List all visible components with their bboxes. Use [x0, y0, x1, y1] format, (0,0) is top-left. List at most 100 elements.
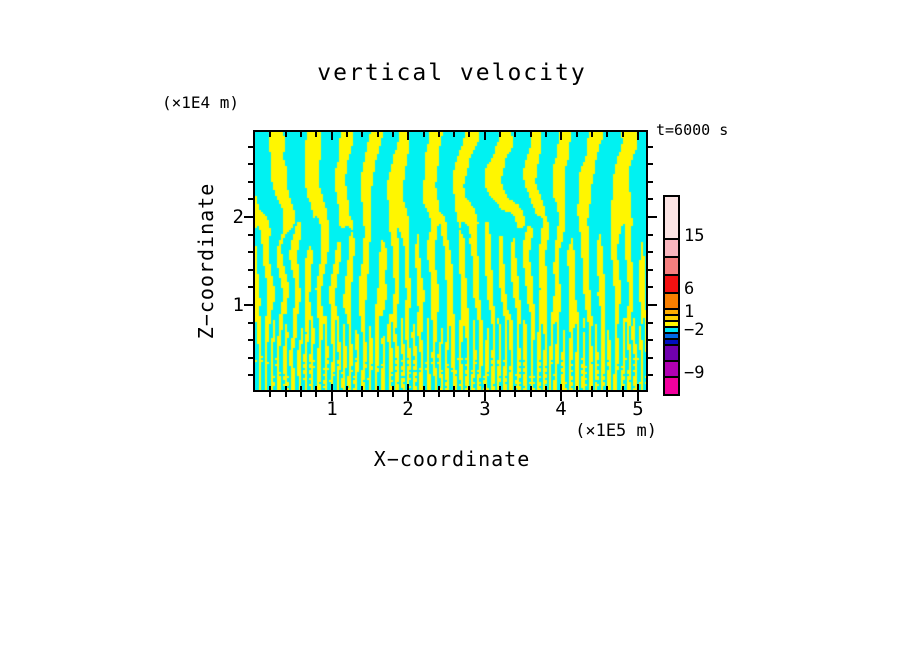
- axis-tick: [377, 132, 379, 137]
- axis-tick: [560, 132, 562, 140]
- axis-tick: [468, 392, 470, 397]
- axis-tick: [530, 392, 532, 397]
- x-axis-title: X−coordinate: [373, 447, 531, 471]
- axis-tick: [514, 386, 516, 390]
- axis-tick: [423, 386, 425, 390]
- axis-tick: [438, 386, 440, 390]
- axis-tick: [648, 216, 657, 218]
- axis-tick: [285, 386, 287, 390]
- axis-tick: [545, 132, 547, 137]
- x-tick-label: 2: [402, 398, 414, 420]
- axis-tick: [648, 339, 653, 341]
- axis-tick: [248, 198, 253, 200]
- colorbar-segment: [665, 326, 678, 332]
- colorbar-tick-label: 15: [684, 226, 705, 246]
- axis-tick: [591, 386, 593, 390]
- colorbar-segment: [665, 344, 678, 360]
- colorbar-segment: [665, 197, 678, 238]
- velocity-field-canvas: [255, 132, 646, 390]
- axis-tick: [346, 386, 348, 390]
- axis-tick: [648, 269, 653, 271]
- axis-tick: [248, 339, 253, 341]
- axis-tick: [407, 392, 409, 401]
- axis-tick: [648, 286, 653, 288]
- axis-tick: [453, 386, 455, 390]
- axis-tick: [576, 132, 578, 137]
- axis-tick: [244, 216, 253, 218]
- colorbar-tick-label: −9: [684, 363, 705, 383]
- axis-tick: [331, 132, 333, 140]
- axis-tick: [407, 132, 409, 140]
- axis-tick: [438, 132, 440, 137]
- axis-tick: [648, 181, 653, 183]
- axis-tick: [269, 132, 271, 137]
- axis-tick: [269, 386, 271, 390]
- axis-tick: [648, 357, 653, 359]
- x-tick-label: 1: [326, 398, 338, 420]
- colorbar-segment: [665, 256, 678, 274]
- axis-tick: [637, 132, 639, 140]
- axis-tick: [606, 132, 608, 137]
- axis-tick: [248, 146, 253, 148]
- colorbar-segment: [665, 320, 678, 326]
- axis-tick: [648, 163, 653, 165]
- axis-tick: [453, 132, 455, 137]
- axis-tick: [285, 132, 287, 137]
- axis-tick: [591, 132, 593, 137]
- axis-tick: [248, 163, 253, 165]
- plot-title: vertical velocity: [317, 60, 587, 86]
- axis-tick: [648, 251, 653, 253]
- axis-tick: [648, 304, 657, 306]
- z-axis-title: Z−coordinate: [194, 182, 218, 340]
- axis-tick: [648, 234, 653, 236]
- axis-tick: [315, 386, 317, 390]
- axis-tick: [484, 384, 486, 390]
- colorbar-segment: [665, 314, 678, 320]
- time-annotation: t=6000 s: [656, 121, 729, 139]
- axis-tick: [560, 392, 562, 401]
- axis-tick: [346, 132, 348, 137]
- axis-tick: [622, 386, 624, 390]
- axis-tick: [269, 392, 271, 397]
- axis-tick: [484, 132, 486, 140]
- colorbar-segment: [665, 376, 678, 394]
- plot-area: [253, 130, 648, 392]
- z-axis-units-label: (×1E4 m): [162, 93, 240, 112]
- axis-tick: [377, 386, 379, 390]
- axis-tick: [248, 234, 253, 236]
- axis-tick: [361, 392, 363, 397]
- colorbar-segment: [665, 274, 678, 292]
- colorbar-tick-label: 6: [684, 279, 695, 299]
- axis-tick: [637, 392, 639, 401]
- axis-tick: [248, 269, 253, 271]
- axis-tick: [545, 392, 547, 397]
- axis-tick: [331, 384, 333, 390]
- axis-tick: [300, 386, 302, 390]
- axis-tick: [423, 132, 425, 137]
- axis-tick: [392, 132, 394, 137]
- axis-tick: [468, 132, 470, 137]
- colorbar: [663, 195, 680, 396]
- axis-tick: [560, 384, 562, 390]
- axis-tick: [300, 132, 302, 137]
- axis-tick: [248, 286, 253, 288]
- axis-tick: [514, 392, 516, 397]
- colorbar-segment: [665, 308, 678, 314]
- axis-tick: [248, 181, 253, 183]
- x-tick-label: 5: [632, 398, 644, 420]
- colorbar-segment: [665, 338, 678, 344]
- axis-tick: [514, 132, 516, 137]
- axis-tick: [484, 392, 486, 401]
- axis-tick: [545, 386, 547, 390]
- axis-tick: [499, 386, 501, 390]
- axis-tick: [423, 392, 425, 397]
- axis-tick: [530, 132, 532, 137]
- axis-tick: [576, 392, 578, 397]
- axis-tick: [606, 386, 608, 390]
- axis-tick: [606, 392, 608, 397]
- axis-tick: [392, 386, 394, 390]
- axis-tick: [576, 386, 578, 390]
- axis-tick: [331, 392, 333, 401]
- z-tick-label: 1: [232, 294, 244, 316]
